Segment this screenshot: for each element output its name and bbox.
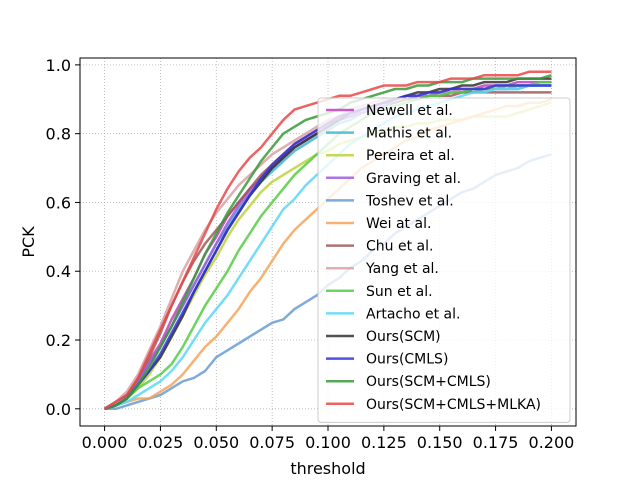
legend-label: Ours(SCM+CMLS) xyxy=(366,374,491,390)
axes xyxy=(75,57,577,431)
y-tick-label: 0.6 xyxy=(46,193,71,212)
legend: Newell et al. Mathis et al. Pereira et al.… xyxy=(317,97,571,423)
x-tick-label: 0.025 xyxy=(138,433,184,452)
legend-label: Newell et al. xyxy=(366,103,453,119)
x-tick-label: 0.175 xyxy=(473,433,519,452)
legend-box xyxy=(317,97,571,423)
x-tick-label: 0.150 xyxy=(417,433,463,452)
tick-labels: 0.000 0.025 0.050 0.075 0.100 0.125 0.150 0.175… xyxy=(46,56,575,452)
legend-label: Graving et al. xyxy=(366,171,461,187)
x-tick-label: 0.200 xyxy=(529,433,575,452)
x-tick-label: 0.100 xyxy=(305,433,351,452)
x-tick-label: 0.125 xyxy=(361,433,407,452)
legend-label: Ours(CMLS) xyxy=(366,352,448,368)
legend-label: Yang et al. xyxy=(365,261,439,277)
legend-label: Ours(SCM+CMLS+MLKA) xyxy=(366,397,541,413)
legend-label: Artacho et al. xyxy=(366,306,460,322)
legend-label: Wei at al. xyxy=(366,216,431,232)
y-tick-label: 0.8 xyxy=(46,125,71,144)
y-tick-label: 0.2 xyxy=(46,331,71,350)
legend-label: Mathis et al. xyxy=(366,126,452,142)
plot-frame xyxy=(79,57,577,427)
legend-label: Sun et al. xyxy=(366,284,433,300)
legend-label: Pereira et al. xyxy=(366,148,455,164)
y-tick-label: 0.0 xyxy=(46,400,71,419)
legend-label: Toshev et al. xyxy=(365,193,454,209)
x-tick-label: 0.075 xyxy=(249,433,295,452)
x-tick-label: 0.050 xyxy=(193,433,239,452)
x-tick-label: 0.000 xyxy=(82,433,128,452)
y-tick-label: 1.0 xyxy=(46,56,71,75)
legend-label: Chu et al. xyxy=(366,239,433,255)
x-axis-label: threshold xyxy=(290,459,365,478)
legend-label: Ours(SCM) xyxy=(366,329,441,345)
y-tick-label: 0.4 xyxy=(46,262,71,281)
y-axis-label: PCK xyxy=(19,226,38,258)
